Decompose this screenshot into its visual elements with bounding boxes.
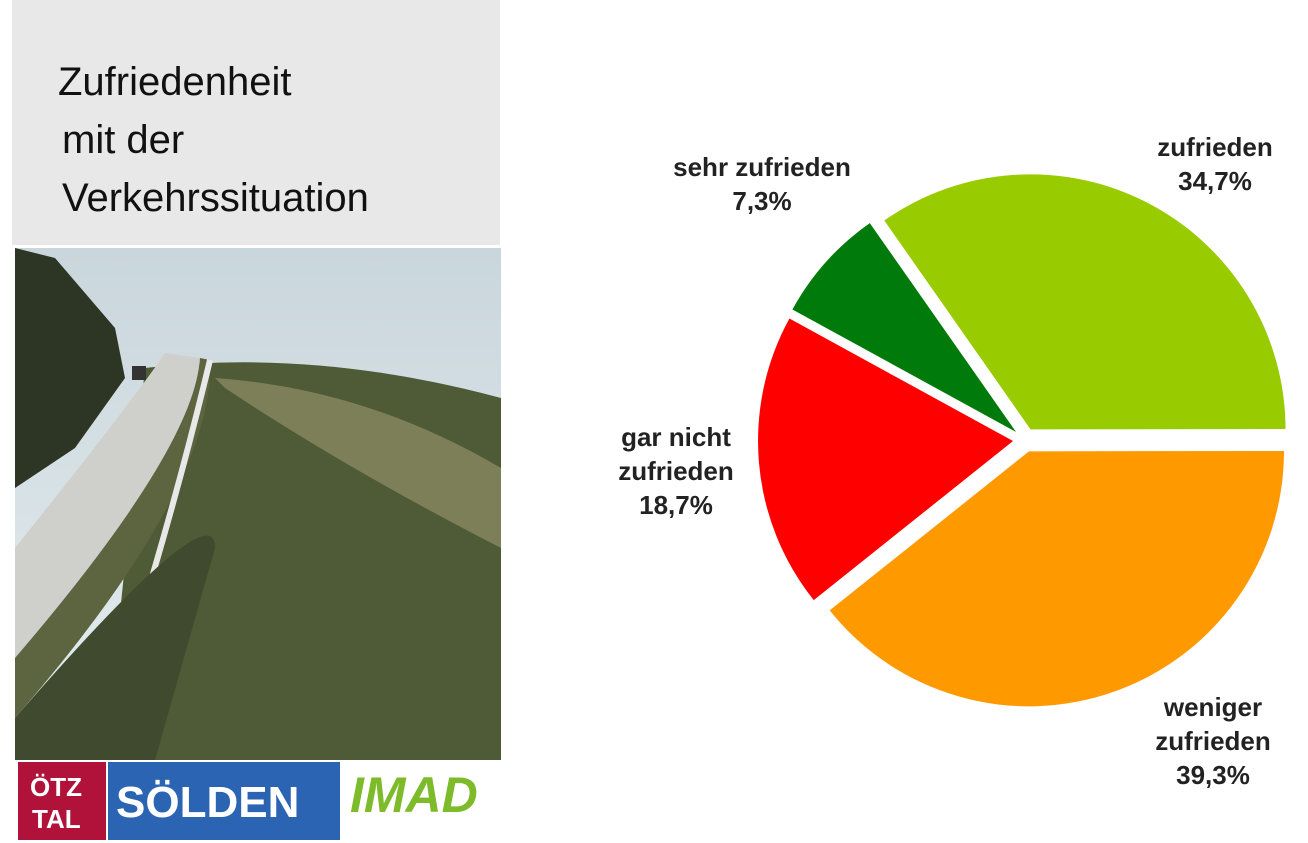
category-label: gar nicht zufrieden <box>586 420 766 488</box>
category-label: zufrieden <box>1125 130 1305 164</box>
value-label: 39,3% <box>1123 758 1303 792</box>
page: Zufriedenheit mit der Verkehrssituation … <box>0 0 1308 843</box>
value-label: 34,7% <box>1125 164 1305 198</box>
value-label: 18,7% <box>586 488 766 522</box>
value-label: 7,3% <box>632 184 892 218</box>
category-label: weniger zufrieden <box>1123 690 1303 758</box>
category-label: sehr zufrieden <box>632 150 892 184</box>
